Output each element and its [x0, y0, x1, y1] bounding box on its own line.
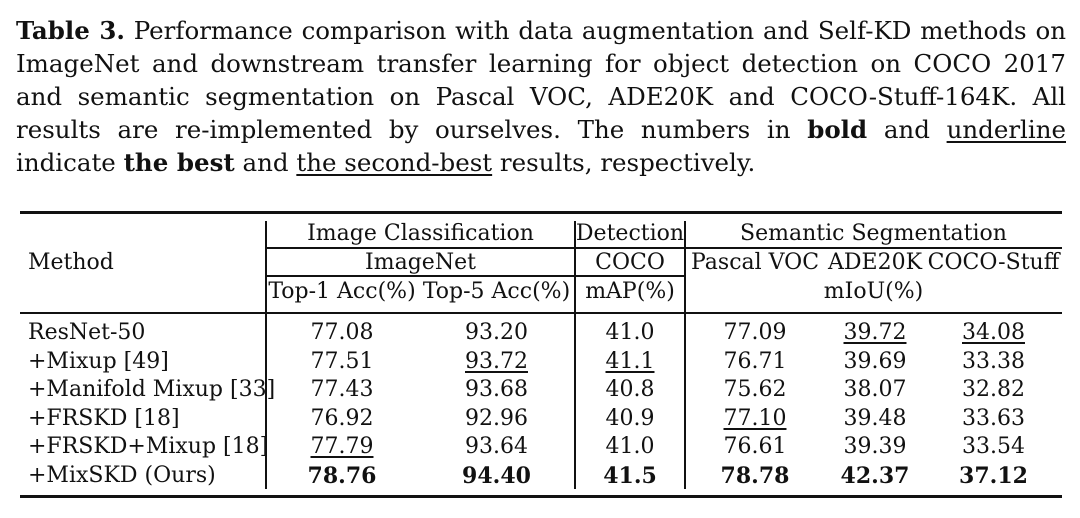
- caption-text-3: indicate: [16, 148, 124, 177]
- table-cell-voc: 75.62: [723, 377, 787, 402]
- caption-text-5: results, respectively.: [492, 148, 756, 177]
- table-row-method: ResNet-50: [28, 320, 146, 345]
- header-group-seg: Semantic Segmentation: [740, 221, 1007, 246]
- table-cell-map: 40.9: [605, 405, 655, 431]
- header-rule: [20, 312, 1062, 314]
- table-cell-voc: 76.71: [723, 348, 787, 374]
- table-cell-top1: 78.76: [307, 462, 377, 489]
- table-cell-stuff: 34.08: [962, 320, 1025, 345]
- header-seg-voc: Pascal VOC: [690, 250, 820, 275]
- table-cell-top1: 77.51: [310, 348, 374, 374]
- table-cell-voc: 77.09: [723, 320, 787, 345]
- table-cell-stuff: 33.63: [962, 405, 1025, 431]
- header-seg-stuff: COCO-Stuff: [927, 250, 1060, 275]
- vline-method: [265, 221, 267, 489]
- caption-text-1: Performance comparison with data augment…: [16, 16, 1066, 144]
- caption-best: the best: [123, 148, 235, 177]
- top-rule: [20, 211, 1062, 214]
- table-cell-top1: 77.08: [310, 320, 374, 345]
- bottom-rule: [20, 495, 1062, 498]
- table-row-method: +MixSKD (Ours): [28, 462, 216, 488]
- caption-second-best: the second-best: [296, 148, 493, 177]
- seg-group-underline: [685, 247, 1062, 249]
- caption-label: Table 3.: [16, 16, 125, 45]
- table-cell-map: 41.1: [605, 348, 655, 374]
- table-cell-stuff: 33.38: [962, 348, 1025, 374]
- table-cell-ade: 39.72: [843, 320, 907, 345]
- table-cell-top1: 76.92: [310, 405, 374, 431]
- table-cell-top5: 94.40: [462, 462, 531, 489]
- vline-cls-right: [574, 221, 576, 489]
- table-row-method: +Mixup [49]: [28, 348, 169, 374]
- table-caption: Table 3. Performance comparison with dat…: [16, 14, 1066, 179]
- coco-underline: [575, 275, 685, 277]
- table-cell-top1: 77.79: [310, 434, 374, 459]
- table-cell-ade: 39.39: [843, 434, 907, 459]
- table-row-method: +Manifold Mixup [33]: [28, 377, 276, 402]
- cls-group-underline: [266, 247, 575, 249]
- header-metric-map: mAP(%): [585, 279, 675, 304]
- table-cell-top5: 93.68: [465, 377, 528, 402]
- table-cell-map: 41.0: [605, 320, 655, 345]
- table-cell-ade: 42.37: [840, 462, 910, 489]
- table-cell-stuff: 32.82: [962, 377, 1025, 402]
- table-cell-ade: 39.48: [843, 405, 907, 431]
- header-dataset-imagenet: ImageNet: [365, 250, 476, 275]
- table-cell-ade: 38.07: [843, 377, 907, 402]
- table-cell-top5: 93.72: [465, 348, 528, 374]
- table-cell-map: 41.0: [605, 434, 655, 459]
- table-cell-map: 40.8: [605, 377, 655, 402]
- table-cell-ade: 39.69: [843, 348, 907, 374]
- table-cell-map: 41.5: [603, 462, 657, 489]
- caption-text-2: and: [867, 115, 947, 144]
- header-metric-miou: mIoU(%): [823, 279, 924, 304]
- header-seg-ade: ADE20K: [827, 250, 922, 275]
- table-row-method: +FRSKD [18]: [28, 405, 180, 431]
- caption-underline-word: underline: [946, 115, 1066, 144]
- header-group-cls: Image Classification: [307, 221, 534, 246]
- det-group-underline: [575, 247, 685, 249]
- table-cell-stuff: 37.12: [959, 462, 1028, 489]
- table-row-method: +FRSKD+Mixup [18]: [28, 434, 269, 459]
- results-table: Method Image Classification Detection Se…: [20, 211, 1062, 499]
- table-cell-voc: 78.78: [720, 462, 790, 489]
- table-cell-top5: 93.64: [465, 434, 528, 459]
- table-cell-top5: 92.96: [465, 405, 528, 431]
- header-dataset-coco: COCO: [595, 250, 665, 275]
- caption-text-4: and: [234, 148, 297, 177]
- table-cell-top5: 93.20: [465, 320, 528, 345]
- table-cell-voc: 76.61: [723, 434, 787, 459]
- table-cell-voc: 77.10: [723, 405, 787, 431]
- caption-bold-word: bold: [807, 115, 868, 144]
- header-metric-top5: Top-5 Acc(%): [422, 279, 571, 304]
- table-cell-stuff: 33.54: [962, 434, 1025, 459]
- header-group-det: Detection: [575, 221, 685, 246]
- vline-det-right: [684, 221, 686, 489]
- header-metric-top1: Top-1 Acc(%): [268, 279, 416, 304]
- table-cell-top1: 77.43: [310, 377, 374, 402]
- imagenet-underline: [266, 275, 575, 277]
- header-method: Method: [28, 250, 114, 275]
